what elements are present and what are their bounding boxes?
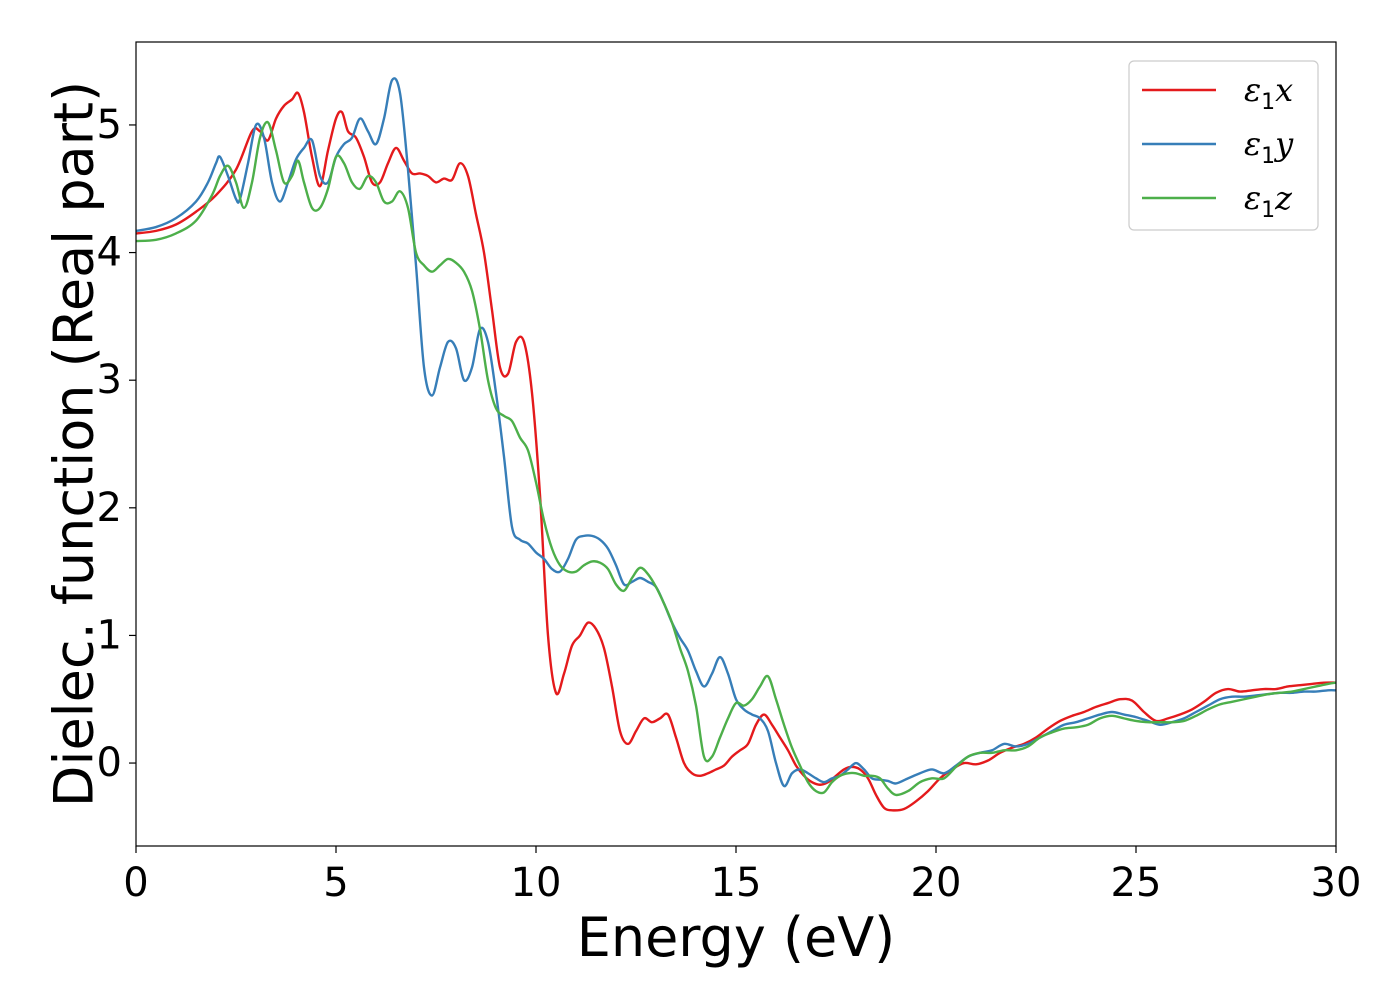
legend-label-y: ε1y	[1244, 125, 1294, 169]
legend-label-z: ε1z	[1244, 179, 1293, 223]
x-tick-label: 0	[123, 860, 148, 906]
y-tick-label: 2	[97, 485, 122, 531]
y-axis: 0 1 2 3 4 5	[97, 102, 136, 786]
legend: ε1x ε1y ε1z	[1128, 60, 1319, 231]
series-layer	[136, 77, 1336, 812]
y-axis-label: Dielec. function (Real part)	[43, 81, 106, 807]
legend-label-x: ε1x	[1244, 71, 1293, 115]
x-tick-label: 10	[511, 860, 562, 906]
y-tick-label: 3	[97, 357, 122, 403]
legend-box	[1128, 60, 1319, 231]
x-axis: 0 5 10 15 20 25 30	[123, 846, 1361, 906]
series-line-x	[136, 91, 1336, 812]
x-tick-label: 25	[1111, 860, 1162, 906]
x-tick-label: 5	[323, 860, 348, 906]
x-axis-label: Energy (eV)	[577, 906, 896, 969]
series-line-z	[136, 120, 1336, 797]
series-line-y	[136, 77, 1336, 788]
y-tick-label: 1	[97, 612, 122, 658]
y-tick-label: 5	[97, 102, 122, 148]
x-tick-label: 20	[911, 860, 962, 906]
x-tick-label: 15	[711, 860, 762, 906]
x-tick-label: 30	[1311, 860, 1362, 906]
y-tick-label: 0	[97, 740, 122, 786]
y-tick-label: 4	[97, 230, 122, 276]
